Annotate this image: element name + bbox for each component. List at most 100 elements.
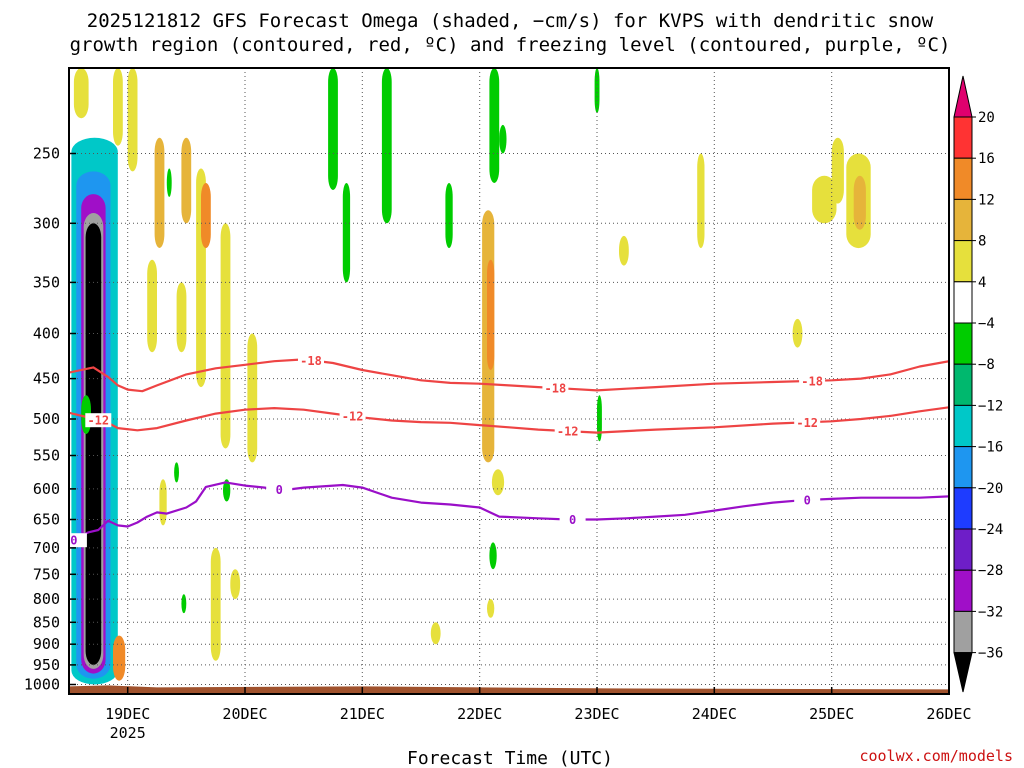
colorbar-label: 12 [978, 192, 995, 208]
contour-label-bg [298, 353, 324, 368]
y-tick-label: 1000 [24, 676, 60, 694]
omega-cell [499, 124, 507, 154]
y-tick-label: 750 [33, 565, 60, 583]
colorbar-label: 4 [978, 275, 986, 291]
grid-lines [69, 68, 949, 694]
colorbar-label: −36 [978, 646, 1003, 662]
contour-label: 0 [70, 534, 77, 548]
colorbar-swatch [953, 75, 973, 118]
chart-title-line-1: 2025121812 GFS Forecast Omega (shaded, −… [87, 10, 934, 32]
plot-frame [68, 67, 950, 695]
colorbar-swatch [953, 363, 973, 406]
x-tick-label: 24DEC [692, 705, 737, 723]
omega-cell [594, 68, 600, 114]
colorbar-label: 20 [978, 110, 995, 126]
contour-label: -18 [545, 382, 567, 396]
colorbar-label: −28 [978, 563, 1003, 579]
chart-title-line-2: growth region (contoured, red, ºC) and f… [70, 34, 951, 56]
omega-cell [210, 547, 221, 661]
y-tick-label: 650 [33, 511, 60, 529]
contour-label: -18 [801, 374, 823, 388]
contour-label-bg [542, 381, 569, 395]
omega-cell [489, 542, 497, 570]
contour-label: 0 [276, 483, 283, 497]
colorbar-swatch [953, 157, 973, 200]
colorbar-label: −12 [978, 398, 1003, 414]
omega-cell [597, 395, 602, 442]
colorbar-label: −24 [978, 522, 1003, 538]
y-tick-label: 850 [33, 613, 60, 631]
colorbar-label: −4 [978, 316, 995, 332]
omega-cell [430, 622, 441, 645]
omega-cell [230, 569, 241, 600]
colorbar-swatch [953, 198, 973, 242]
temperature-contours: -18 -18 -18 -12 -12 -12 -12 0 0 0 0 [69, 353, 949, 548]
omega-cell [73, 68, 89, 119]
omega-cell [201, 183, 211, 249]
omega-cell [853, 175, 866, 230]
contour-label: -18 [300, 354, 322, 368]
omega-cell [113, 68, 123, 146]
omega-cell [127, 68, 138, 172]
colorbar-swatch [953, 240, 973, 283]
omega-cell [176, 282, 187, 353]
contour-label-bg [559, 512, 586, 527]
omega-cell [381, 68, 392, 224]
omega-cell [487, 599, 495, 618]
omega-cell [154, 137, 165, 248]
x-tick-label: 19DEC [105, 705, 150, 723]
colorbar-swatch [953, 610, 973, 654]
y-tick-label: 250 [33, 145, 60, 163]
omega-cell [247, 333, 258, 463]
contour-label: -12 [796, 416, 818, 430]
colorbar-label: −32 [978, 604, 1003, 620]
y-tick-label: 300 [33, 214, 60, 232]
omega-cell [159, 479, 167, 526]
contour-label: 0 [804, 494, 811, 508]
y-tick-label: 450 [33, 370, 60, 388]
y-tick-label: 350 [33, 273, 60, 291]
y-tick-label: 400 [33, 325, 60, 343]
omega-cell [619, 235, 629, 266]
x-tick-label: 25DEC [809, 705, 854, 723]
colorbar-swatch [953, 404, 973, 448]
x-axis-label: Forecast Time (UTC) [407, 748, 613, 768]
colorbar-swatch [953, 281, 973, 324]
omega-cell [812, 175, 837, 224]
contour-label: 0 [569, 513, 576, 527]
credit-link[interactable]: coolwx.com/models [859, 747, 1013, 765]
y-tick-label: 500 [33, 410, 60, 428]
omega-cell [697, 153, 705, 249]
colorbar-swatch [953, 652, 973, 693]
colorbar: 20 16 12 8 4 −4 −8 −12 −16 −20 −24 −28 −32 −36 [953, 75, 1003, 693]
colorbar-label: 8 [978, 234, 986, 250]
terrain-surface [69, 685, 949, 694]
omega-cell [220, 223, 231, 449]
contour-label-bg [266, 482, 293, 497]
colorbar-swatch [953, 446, 973, 489]
omega-cell [174, 462, 179, 483]
y-tick-label: 700 [33, 539, 60, 557]
contour-line [69, 406, 949, 434]
omega-cell [181, 594, 187, 614]
colorbar-swatch [953, 569, 973, 612]
contour-label-bg [339, 409, 366, 424]
x-tick-label: 20DEC [222, 705, 267, 723]
contour-label-bg [794, 415, 821, 430]
y-tick-label: 550 [33, 447, 60, 465]
contour-label: -12 [87, 414, 109, 428]
omega-cell [223, 479, 231, 502]
omega-cell [342, 183, 351, 283]
colorbar-swatch [953, 487, 973, 530]
y-tick-label: 600 [33, 480, 60, 498]
contour-label-bg [85, 413, 112, 428]
x-tick-label: 22DEC [457, 705, 502, 723]
omega-cell [166, 168, 172, 197]
x-tick-label: 21DEC [340, 705, 385, 723]
contour-line [69, 481, 949, 545]
x-tick-label: 23DEC [574, 705, 619, 723]
y-tick-label: 900 [33, 635, 60, 653]
contour-label-bg [799, 373, 826, 388]
omega-cell [489, 68, 500, 183]
